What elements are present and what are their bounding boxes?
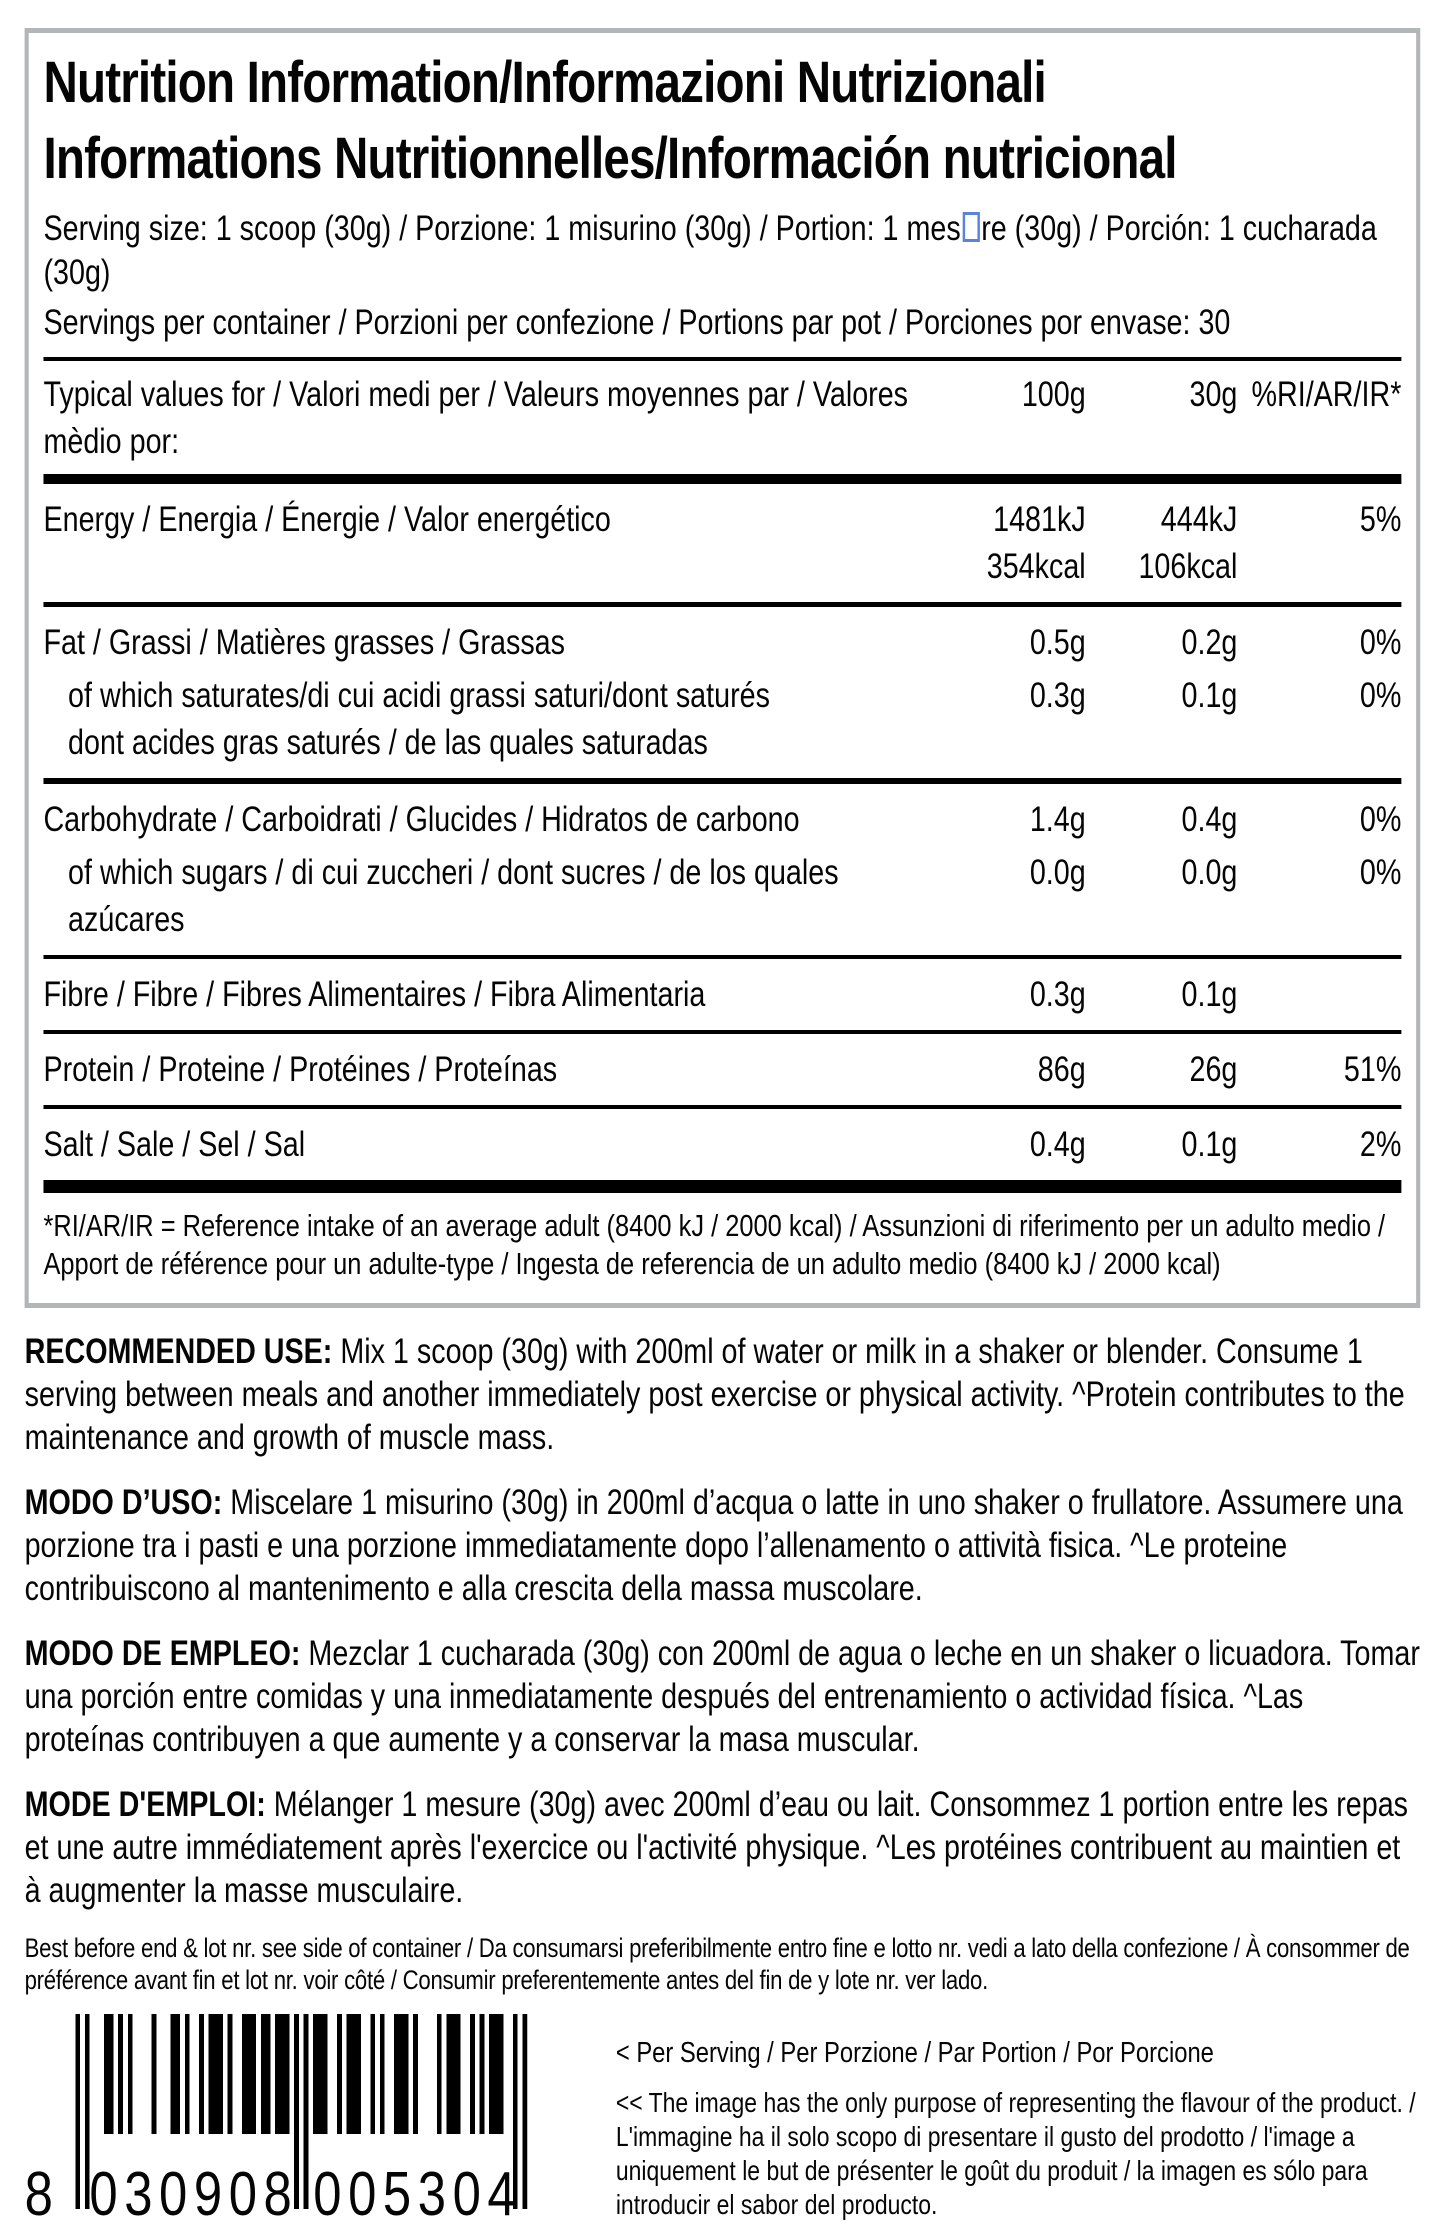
value-ri: 51% — [1343, 1050, 1402, 1089]
recommended-use-en: RECOMMENDED USE: Mix 1 scoop (30g) with … — [25, 1330, 1421, 1459]
nutrient-label: Salt / Sale / Sel / Sal — [43, 1125, 306, 1164]
mode-demploi-fr: MODE D'EMPLOI: Mélanger 1 mesure (30g) a… — [25, 1783, 1421, 1912]
table-divider — [43, 602, 1402, 607]
value-per-30g: 0.1g — [1181, 1125, 1238, 1164]
modo-de-empleo-es: MODO DE EMPLEO: Mezclar 1 cucharada (30g… — [25, 1632, 1421, 1761]
row-sugars: of which sugars / di cui zuccheri / dont… — [43, 843, 1401, 955]
image-purpose-note: << The image has the only purpose of rep… — [615, 2087, 1416, 2220]
table-divider — [43, 357, 1402, 361]
value-per-30g: 0.4g — [1181, 800, 1238, 839]
value-per-100g: 0.0g — [1029, 853, 1086, 892]
serving-size-text-a: Serving size: 1 scoop (30g) / Porzione: … — [43, 209, 961, 248]
column-header-typical-values: Typical values for / Valori medi per / V… — [43, 375, 909, 461]
modo-de-empleo-label: MODO DE EMPLEO: — [24, 1634, 301, 1673]
value-per-30g: 0.0g — [1181, 853, 1238, 892]
nutrition-facts-panel: Nutrition Information/Informazioni Nutri… — [24, 28, 1421, 1308]
value-per-100g: 0.5g — [1029, 623, 1086, 662]
row-energy: Energy / Energia / Énergie / Valor energ… — [43, 484, 1401, 602]
value-ri: 0% — [1359, 676, 1402, 715]
nutrition-label: Nutrition Information/Informazioni Nutri… — [0, 28, 1445, 2226]
value-per-100g: 0.3g — [1029, 975, 1086, 1014]
servings-per-container-line: Servings per container / Porzioni per co… — [43, 303, 1231, 342]
row-saturates: of which saturates/di cui acidi grassi s… — [43, 666, 1401, 778]
value-per-100g: 0.3g — [1029, 676, 1086, 715]
column-header-30g: 30g — [1189, 375, 1238, 414]
modo-duso-it: MODO D’USO: Miscelare 1 misurino (30g) i… — [25, 1481, 1421, 1610]
energy-30g-kcal: 106kcal — [1138, 547, 1238, 586]
nutrient-label: Fat / Grassi / Matières grasses / Grassa… — [43, 623, 565, 662]
table-divider — [43, 1105, 1402, 1109]
mode-demploi-label: MODE D'EMPLOI: — [24, 1785, 266, 1824]
value-ri: 0% — [1359, 623, 1402, 662]
value-per-100g: 0.4g — [1029, 1125, 1086, 1164]
best-before-note: Best before end & lot nr. see side of co… — [24, 1933, 1410, 1995]
nutrient-label: of which saturates/di cui acidi grassi s… — [43, 672, 934, 766]
serving-size-line: Serving size: 1 scoop (30g) / Porzione: … — [43, 207, 1401, 295]
value-per-30g: 26g — [1189, 1050, 1238, 1089]
energy-30g-kj: 444kJ — [1160, 500, 1238, 539]
panel-title-line2: Informations Nutritionnelles/Información… — [43, 126, 1177, 191]
value-per-100g: 1481kJ 354kcal — [934, 496, 1086, 590]
value-per-30g: 0.1g — [1181, 975, 1238, 1014]
value-per-30g: 0.2g — [1181, 623, 1238, 662]
value-per-100g: 1.4g — [1029, 800, 1086, 839]
bottom-notes: < Per Serving / Per Porzione / Par Porti… — [616, 2010, 1420, 2226]
nutrient-label: of which sugars / di cui zuccheri / dont… — [68, 853, 839, 939]
value-ri: 0% — [1359, 800, 1402, 839]
table-divider — [43, 955, 1402, 959]
table-divider — [43, 1030, 1402, 1034]
column-header-ri: %RI/AR/IR* — [1251, 375, 1402, 414]
table-divider — [43, 474, 1402, 484]
value-ri: 0% — [1359, 853, 1402, 892]
value-ri: 5% — [1359, 500, 1402, 539]
modo-de-empleo-text: Mezclar 1 cucharada (30g) con 200ml de a… — [24, 1634, 1420, 1759]
row-protein: Protein / Proteine / Protéines / Proteín… — [43, 1034, 1401, 1105]
barcode-digits-right: 005304 — [313, 2160, 523, 2229]
per-serving-note: < Per Serving / Per Porzione / Par Porti… — [615, 2037, 1214, 2069]
table-header-row: Typical values for / Valori medi per / V… — [43, 361, 1401, 474]
saturates-line1: of which saturates/di cui acidi grassi s… — [68, 676, 770, 715]
nutrient-label: Protein / Proteine / Protéines / Proteín… — [43, 1050, 558, 1089]
barcode-digit-first: 8 — [24, 2160, 53, 2229]
modo-duso-label: MODO D’USO: — [24, 1483, 223, 1522]
modo-duso-text: Miscelare 1 misurino (30g) in 200ml d’ac… — [24, 1483, 1403, 1608]
energy-100g-kcal: 354kcal — [986, 547, 1086, 586]
row-carbohydrate: Carbohydrate / Carboidrati / Glucides / … — [43, 784, 1401, 843]
recommended-use-text: Mix 1 scoop (30g) with 200ml of water or… — [24, 1332, 1405, 1457]
value-per-30g: 444kJ 106kcal — [1086, 496, 1238, 590]
reference-intake-footnote: *RI/AR/IR = Reference intake of an avera… — [43, 1208, 1386, 1281]
serving-size-text-b: re (30g) / Porción: 1 cucharada (30g) — [43, 209, 1377, 292]
table-divider — [43, 1180, 1402, 1193]
nutrient-label: Fibre / Fibre / Fibres Alimentaires / Fi… — [43, 975, 706, 1014]
missing-glyph-box — [962, 212, 980, 242]
value-ri: 2% — [1359, 1125, 1402, 1164]
row-fibre: Fibre / Fibre / Fibres Alimentaires / Fi… — [43, 959, 1401, 1030]
recommended-use-label: RECOMMENDED USE: — [24, 1332, 333, 1371]
bottom-section: 8 030908 005304 < Per Serving / Per Porz… — [25, 2010, 1421, 2226]
panel-title-line1: Nutrition Information/Informazioni Nutri… — [43, 50, 1046, 115]
nutrient-label: Energy / Energia / Énergie / Valor energ… — [43, 500, 611, 539]
mode-demploi-text: Mélanger 1 mesure (30g) avec 200ml d’eau… — [24, 1785, 1409, 1910]
ean-barcode: 8 030908 005304 — [25, 2014, 579, 2226]
energy-100g-kj: 1481kJ — [993, 500, 1086, 539]
value-per-100g: 86g — [1037, 1050, 1086, 1089]
barcode-digits-left: 030908 — [89, 2160, 299, 2229]
table-divider — [43, 778, 1402, 784]
column-header-100g: 100g — [1021, 375, 1086, 414]
saturates-line2: dont acides gras saturés / de las quales… — [68, 723, 708, 762]
row-fat: Fat / Grassi / Matières grasses / Grassa… — [43, 607, 1401, 666]
row-salt: Salt / Sale / Sel / Sal 0.4g 0.1g 2% — [43, 1109, 1401, 1180]
nutrient-label: Carbohydrate / Carboidrati / Glucides / … — [43, 800, 800, 839]
value-per-30g: 0.1g — [1181, 676, 1238, 715]
